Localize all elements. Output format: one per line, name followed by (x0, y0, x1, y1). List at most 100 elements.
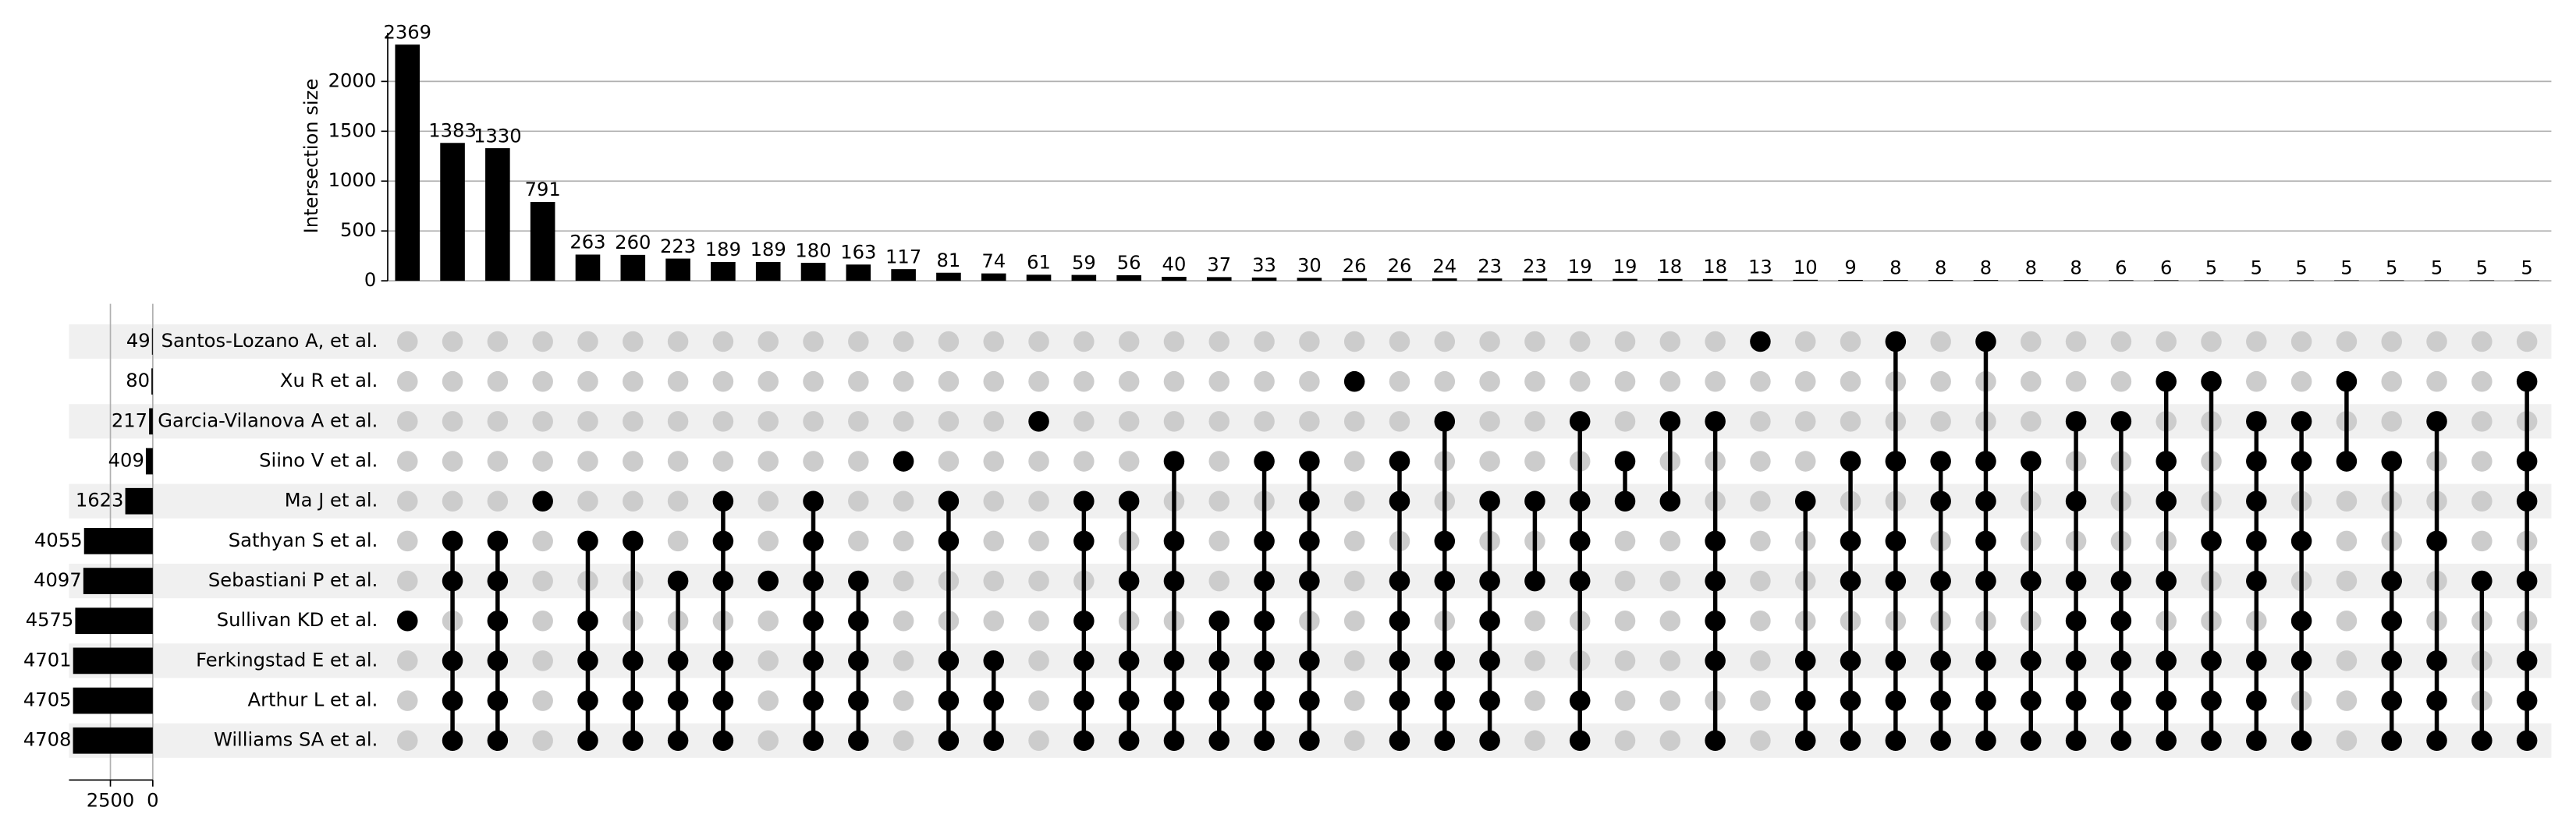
active-dot (1569, 730, 1591, 752)
inactive-dot (1524, 331, 1545, 352)
set-size-bar (75, 607, 153, 635)
set-name: Sebastiani P et al. (208, 569, 378, 591)
inactive-dot (983, 570, 1005, 592)
active-dot (2246, 451, 2267, 472)
active-dot (487, 690, 509, 711)
active-dot (1299, 730, 1320, 752)
inactive-dot (1750, 530, 1771, 552)
inactive-dot (1479, 451, 1500, 472)
active-dot (1118, 490, 1140, 512)
active-dot (2426, 690, 2447, 711)
bar-label: 13 (1748, 257, 1772, 278)
bar (2244, 280, 2269, 281)
inactive-dot (1028, 331, 1049, 352)
active-dot (487, 570, 509, 592)
inactive-dot (2471, 331, 2493, 352)
inactive-dot (487, 451, 509, 472)
inactive-dot (1208, 451, 1230, 472)
active-dot (2065, 610, 2087, 632)
inactive-dot (892, 370, 914, 392)
active-dot (1389, 610, 1410, 632)
inactive-dot (2065, 370, 2087, 392)
active-dot (1254, 530, 1275, 552)
active-dot (1163, 451, 1185, 472)
inactive-dot (2336, 530, 2358, 552)
inactive-dot (442, 411, 463, 432)
bar (936, 272, 961, 281)
active-dot (1389, 730, 1410, 752)
active-dot (623, 530, 644, 552)
active-dot (1930, 570, 1951, 592)
set-size-bar (125, 487, 153, 515)
active-dot (2156, 730, 2177, 752)
bar (1567, 278, 1593, 281)
active-dot (1975, 730, 1996, 752)
active-dot (712, 690, 734, 711)
active-dot (1254, 690, 1275, 711)
set-name: Arthur L et al. (248, 689, 378, 711)
active-dot (1885, 530, 1907, 552)
bar-label: 163 (840, 242, 876, 264)
set-size-bar (73, 687, 153, 714)
active-dot (2290, 730, 2312, 752)
inactive-dot (2471, 370, 2493, 392)
set-name: Xu R et al. (280, 370, 378, 391)
inactive-dot (1524, 411, 1545, 432)
inactive-dot (1479, 331, 1500, 352)
inactive-dot (1163, 370, 1185, 392)
inactive-dot (938, 411, 960, 432)
y-tick-label: 1000 (328, 169, 377, 191)
inactive-dot (892, 411, 914, 432)
active-dot (1659, 490, 1681, 512)
bar-label: 8 (1980, 257, 1992, 278)
inactive-dot (1750, 370, 1771, 392)
inactive-dot (712, 411, 734, 432)
active-dot (1028, 411, 1049, 432)
active-dot (1434, 690, 1456, 711)
inactive-dot (1840, 411, 1861, 432)
active-dot (1885, 331, 1907, 352)
active-dot (2516, 570, 2538, 592)
inactive-dot (1705, 331, 1726, 352)
active-dot (1569, 530, 1591, 552)
set-name: Ferkingstad E et al. (196, 649, 378, 671)
inactive-dot (712, 370, 734, 392)
bar-label: 791 (525, 179, 561, 200)
inactive-dot (848, 451, 869, 472)
bar-label: 61 (1027, 252, 1051, 274)
active-dot (1794, 490, 1816, 512)
inactive-dot (1930, 331, 1951, 352)
inactive-dot (1569, 331, 1591, 352)
active-dot (2381, 690, 2402, 711)
active-dot (1254, 730, 1275, 752)
inactive-dot (2381, 411, 2402, 432)
active-dot (1389, 451, 1410, 472)
active-dot (577, 530, 598, 552)
active-dot (1073, 650, 1095, 671)
active-dot (1254, 650, 1275, 671)
bar (575, 254, 601, 281)
active-dot (1524, 490, 1545, 512)
set-size-label: 1623 (76, 490, 124, 512)
set-name: Sullivan KD et al. (217, 609, 378, 631)
inactive-dot (1614, 411, 1636, 432)
inactive-dot (1840, 370, 1861, 392)
active-dot (623, 690, 644, 711)
inactive-dot (396, 530, 418, 552)
inactive-dot (396, 331, 418, 352)
bar (1251, 277, 1277, 281)
inactive-dot (1073, 411, 1095, 432)
active-dot (2426, 730, 2447, 752)
inactive-dot (442, 331, 463, 352)
active-dot (1254, 570, 1275, 592)
bar-label: 2369 (383, 21, 431, 43)
bar-label: 8 (2070, 257, 2081, 278)
active-dot (1930, 451, 1951, 472)
inactive-dot (2246, 331, 2267, 352)
active-dot (1524, 570, 1545, 592)
inactive-dot (1389, 411, 1410, 432)
inactive-dot (892, 530, 914, 552)
active-dot (1885, 690, 1907, 711)
active-dot (442, 730, 463, 752)
inactive-dot (667, 411, 689, 432)
